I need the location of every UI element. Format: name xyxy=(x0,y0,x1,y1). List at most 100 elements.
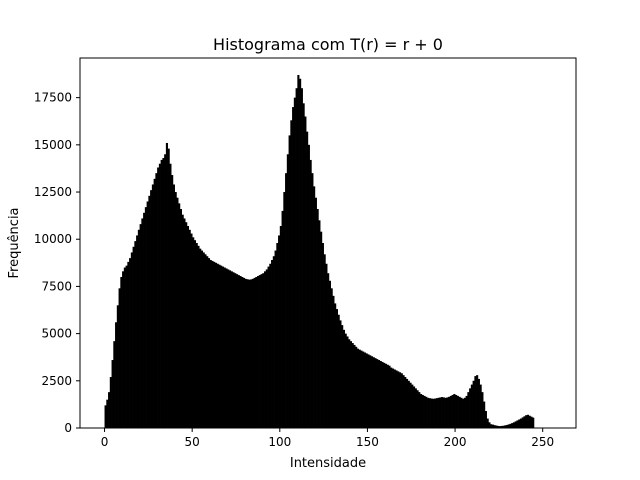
histogram-bar xyxy=(384,363,388,428)
histogram-bar xyxy=(211,260,214,428)
histogram-bar xyxy=(530,416,533,428)
histogram-bar xyxy=(264,271,267,428)
histogram-bar xyxy=(367,354,370,428)
x-tick-label: 0 xyxy=(101,435,109,449)
histogram-bar xyxy=(413,386,416,428)
histogram-bar xyxy=(150,190,153,428)
histogram-bar xyxy=(153,178,156,428)
y-axis-label: Frequência xyxy=(7,207,22,278)
histogram-bar xyxy=(113,341,116,428)
histogram-bar xyxy=(374,358,377,428)
histogram-bar xyxy=(216,263,219,428)
histogram-bar xyxy=(285,173,288,428)
histogram-bar xyxy=(286,154,289,428)
histogram-bar xyxy=(260,274,263,428)
histogram-bar xyxy=(288,135,291,428)
histogram-bar xyxy=(320,231,323,428)
histogram-bar xyxy=(348,339,351,428)
histogram-bar xyxy=(279,226,282,428)
histogram-bar xyxy=(469,388,472,428)
histogram-bar xyxy=(507,424,510,428)
histogram-bar xyxy=(179,209,183,428)
histogram-bar xyxy=(255,276,258,428)
histogram-bar xyxy=(155,173,158,428)
histogram-bar xyxy=(379,360,382,428)
histogram-bar xyxy=(405,378,409,428)
histogram-bar xyxy=(148,195,151,428)
y-tick-label: 17500 xyxy=(34,91,72,105)
histogram-bar xyxy=(463,397,466,428)
histogram-bar xyxy=(278,235,281,428)
histogram-bar xyxy=(271,259,274,428)
histogram-bar xyxy=(444,397,447,428)
histogram-bar xyxy=(423,395,426,428)
histogram-bar xyxy=(334,303,337,428)
histogram-bar xyxy=(518,419,521,428)
histogram-bar xyxy=(228,270,232,428)
histogram-bar xyxy=(241,276,244,428)
histogram-bar xyxy=(306,131,309,428)
histogram-bar xyxy=(276,243,279,428)
histogram-bar xyxy=(257,276,260,428)
histogram-bar xyxy=(213,261,216,428)
histogram-bar xyxy=(398,372,402,428)
histogram-bar xyxy=(195,243,198,428)
x-tick-label: 150 xyxy=(356,435,379,449)
histogram-bar xyxy=(458,396,461,428)
histogram-bar xyxy=(451,394,454,428)
histogram-bar xyxy=(311,173,314,428)
histogram-bar xyxy=(174,192,177,428)
histogram-bar xyxy=(316,209,319,428)
histogram-bar xyxy=(209,259,212,428)
histogram-bar xyxy=(265,269,268,428)
histogram-bar xyxy=(407,380,410,428)
histogram-bar xyxy=(409,382,412,428)
histogram-bar xyxy=(146,201,149,428)
histogram-bar xyxy=(335,309,338,428)
histogram-bar xyxy=(446,397,449,428)
histogram-bar xyxy=(258,275,261,428)
histogram-bar xyxy=(363,352,367,428)
axes-frame xyxy=(79,57,577,429)
histogram-bar xyxy=(307,144,310,428)
histogram-bar xyxy=(130,252,133,428)
x-tick-label: 100 xyxy=(268,435,291,449)
histogram-bar xyxy=(111,360,114,428)
histogram-bar xyxy=(349,341,353,428)
histogram-bar xyxy=(223,267,226,428)
histogram-bar xyxy=(341,325,344,428)
histogram-bar xyxy=(362,351,365,428)
histogram-bar xyxy=(206,256,209,428)
histogram-bar xyxy=(521,417,524,428)
histogram-bar xyxy=(199,248,202,428)
y-tick-label: 15000 xyxy=(34,138,72,152)
histogram-bar xyxy=(528,415,531,428)
histogram-bar xyxy=(490,424,493,428)
x-axis-label: Intensidade xyxy=(290,456,366,471)
histogram-bar xyxy=(455,394,458,428)
histogram-bar xyxy=(467,392,470,428)
histogram-bar xyxy=(448,396,451,428)
histogram-bar xyxy=(483,401,486,428)
histogram-bar xyxy=(139,224,142,428)
histogram-bar xyxy=(358,349,361,428)
histogram-bar xyxy=(239,276,242,428)
histogram-bar xyxy=(456,395,459,428)
histogram-bar xyxy=(416,390,419,428)
x-tick-label: 250 xyxy=(531,435,554,449)
histogram-bar xyxy=(519,418,523,428)
histogram-bar xyxy=(525,415,528,428)
histogram-bar xyxy=(162,158,165,428)
histogram-bar xyxy=(169,163,172,429)
histogram-bar xyxy=(404,377,407,428)
histogram-bar xyxy=(370,356,374,428)
histogram-bar xyxy=(123,267,126,428)
histogram-bar xyxy=(178,203,181,428)
histogram-bar xyxy=(262,273,265,428)
y-tick-label: 0 xyxy=(64,421,72,435)
histogram-bar xyxy=(432,398,435,428)
histogram-bar xyxy=(327,273,330,428)
histogram-bar xyxy=(300,88,303,428)
histogram-bar xyxy=(502,425,505,428)
histogram-bar xyxy=(232,272,235,428)
